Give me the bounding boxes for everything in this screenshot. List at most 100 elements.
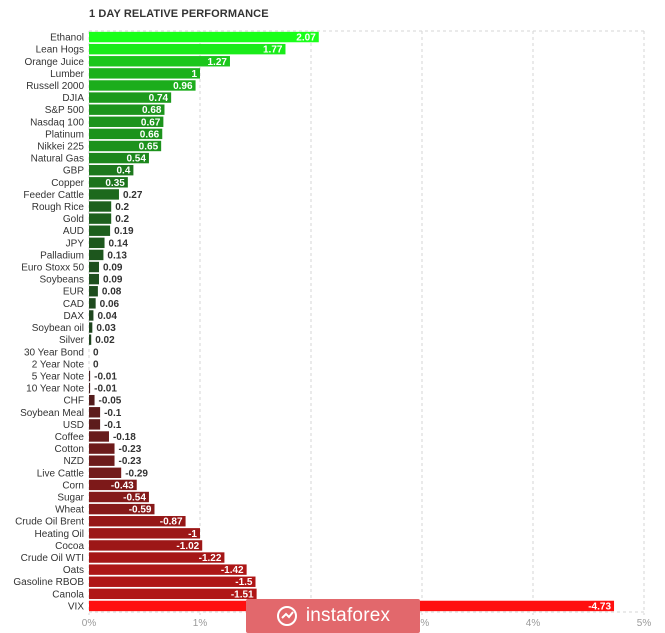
category-label: Coffee [55,432,85,443]
value-label: 0.03 [96,323,116,334]
value-label: -1.5 [235,577,253,588]
category-label: Ethanol [50,33,84,44]
value-label: -4.73 [588,601,611,612]
value-label: 1.77 [263,45,283,56]
bar [89,201,112,212]
category-label: Heating Oil [35,529,84,540]
bar [89,128,163,140]
category-label: Euro Stoxx 50 [21,263,84,274]
bar [89,177,128,188]
bar [89,56,230,67]
value-label: -0.23 [119,444,142,455]
value-label: 1 [191,69,197,80]
category-label: Palladium [40,250,84,261]
bar [89,370,91,382]
value-label: 0.2 [115,202,129,213]
value-label: 0.27 [123,190,143,201]
value-label: 2.07 [296,33,316,44]
category-label: S&P 500 [45,105,85,116]
value-label: -0.18 [113,432,136,443]
bar [89,104,165,115]
bar [89,80,196,91]
bar [89,576,256,587]
instaforex-watermark: instaforex [246,599,420,633]
category-label: Rough Rice [32,202,85,213]
category-label: Feeder Cattle [23,190,84,201]
bar [89,92,172,103]
bar [89,467,122,479]
category-label: Copper [51,178,84,189]
category-label: Oats [63,565,84,576]
bar [89,68,200,79]
category-label: CHF [63,396,84,407]
value-label: -1.02 [176,541,199,552]
x-tick-label: 3% [415,618,430,629]
bar [89,407,101,418]
bar [89,43,286,55]
bar [89,152,149,164]
category-label: 5 Year Note [32,371,85,382]
value-label: 0.2 [115,214,129,225]
value-label: 0.74 [149,93,169,104]
chart-title: 1 DAY RELATIVE PERFORMANCE [89,8,269,20]
bar [89,431,109,442]
category-label: Canola [52,589,84,600]
category-label: Silver [59,335,85,346]
bar [89,455,115,466]
value-label: 0.4 [116,166,130,177]
value-label: 0.35 [105,178,125,189]
category-label: AUD [63,226,84,237]
category-label: CAD [63,299,84,310]
bar [89,516,186,527]
bar [89,273,99,285]
category-label: GBP [63,166,84,177]
category-label: JPY [66,238,85,249]
value-label: -1.22 [199,553,222,564]
category-label: Gasoline RBOB [13,577,84,588]
value-label: 0.13 [107,250,127,261]
x-tick-label: 5% [637,618,652,629]
category-label: Nasdaq 100 [30,117,84,128]
x-tick-label: 1% [193,618,208,629]
bar [89,116,164,127]
category-label: Nikkei 225 [37,141,84,152]
bar [89,261,99,273]
bar [89,164,134,176]
category-label: Cocoa [55,541,84,552]
value-label: 0.68 [142,105,162,116]
bar [89,419,101,430]
value-label: 0 [93,359,99,370]
category-label: Sugar [57,493,84,504]
bar [89,189,119,200]
watermark-text: instaforex [305,605,391,626]
value-label: -0.87 [160,517,183,528]
value-label: 0.06 [100,299,120,310]
bar [89,540,203,551]
category-label: EUR [63,287,84,298]
category-label: Corn [62,480,84,491]
value-label: -0.01 [94,384,117,395]
bar [89,249,104,261]
value-label: -0.59 [129,505,152,516]
bar [89,564,247,575]
bar [89,322,93,333]
value-label: 0.08 [102,287,122,298]
value-label: 0.66 [140,129,160,140]
bar [89,225,111,236]
category-label: 30 Year Bond [24,347,84,358]
bar [89,552,225,563]
value-label: -0.43 [111,480,134,491]
bar [89,298,96,309]
bar [89,491,149,503]
value-label: -1.42 [221,565,244,576]
category-label: 2 Year Note [32,359,85,370]
value-label: -0.1 [104,420,122,431]
category-label: Lean Hogs [36,45,84,56]
value-label: 0.14 [109,238,129,249]
bar [89,334,92,345]
value-label: 0.09 [103,275,123,286]
category-label: Live Cattle [37,468,85,479]
category-label: DAX [63,311,84,322]
category-label: NZD [63,456,84,467]
